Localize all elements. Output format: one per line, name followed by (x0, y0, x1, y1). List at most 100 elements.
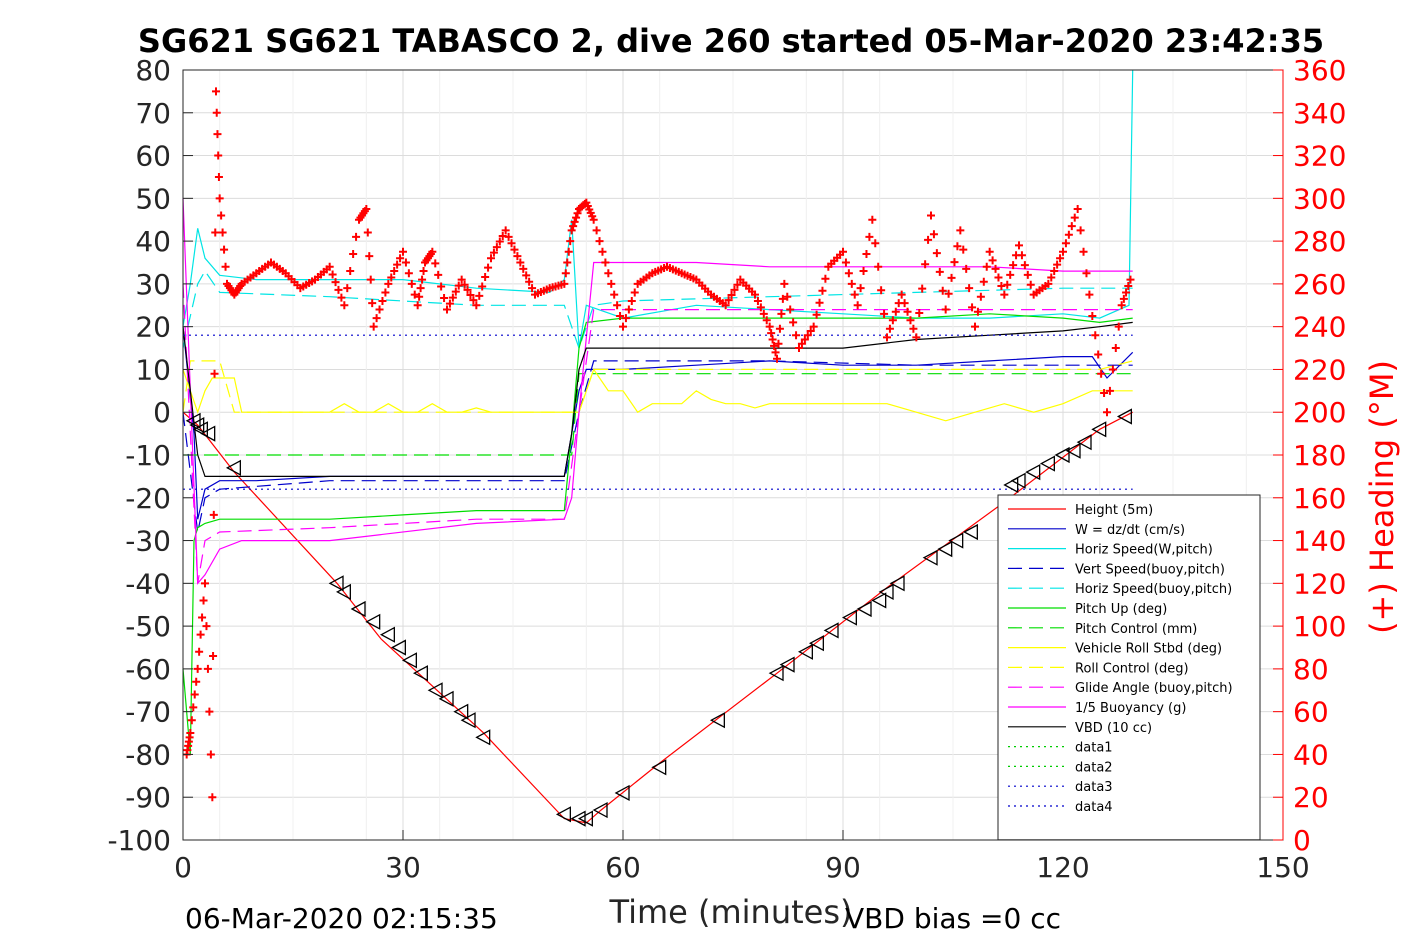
heading-point (973, 307, 982, 316)
heading-point (724, 296, 733, 305)
dive-marker (768, 665, 784, 682)
heading-point (1122, 288, 1131, 297)
heading-point (1094, 350, 1103, 359)
heading-point (874, 262, 883, 271)
dive-marker (808, 635, 824, 652)
heading-point (387, 273, 396, 282)
series-hspeed_buoy (182, 269, 1133, 350)
y-right-tick-label: 180 (1293, 439, 1346, 472)
heading-point (759, 309, 768, 318)
series-glide (182, 283, 1133, 584)
heading-point (862, 249, 871, 258)
heading-point (213, 130, 222, 139)
heading-point (206, 750, 215, 759)
heading-point (573, 209, 582, 218)
x-tick-label: 150 (1256, 851, 1309, 884)
heading-point (212, 87, 220, 96)
y-right-tick-label: 20 (1293, 781, 1329, 814)
dive-marker (460, 712, 476, 729)
heading-point (727, 291, 736, 300)
y-left-tick-label: 0 (153, 396, 171, 429)
heading-point (1103, 408, 1111, 417)
y-right-tick-label: 140 (1293, 525, 1346, 558)
dive-marker (438, 690, 454, 707)
heading-point (906, 316, 915, 325)
heading-point (988, 256, 997, 265)
heading-point (366, 275, 375, 284)
dive-marker (328, 575, 344, 592)
y-right-tick-label: 340 (1293, 97, 1346, 130)
legend-label: 1/5 Buoyancy (g) (1075, 701, 1186, 716)
y-right-tick-label: 280 (1293, 225, 1346, 258)
footer-vbd-bias: VBD bias =0 cc (845, 902, 1061, 935)
heading-point (369, 322, 378, 331)
dive-marker (225, 459, 241, 476)
heading-point (921, 260, 930, 269)
heading-point (466, 291, 475, 300)
chart-title: SG621 SG621 TABASCO 2, dive 260 started … (138, 22, 1324, 60)
heading-point (1047, 273, 1056, 282)
heading-point (563, 258, 572, 267)
heading-point (806, 326, 815, 335)
heading-point (1082, 269, 1091, 278)
heading-point (525, 277, 534, 286)
heading-point (572, 213, 581, 222)
y-right-tick-label: 260 (1293, 268, 1346, 301)
heading-point (589, 215, 598, 224)
heading-point (208, 793, 217, 802)
heading-point (929, 230, 938, 239)
heading-point (994, 273, 1003, 282)
heading-point (786, 305, 795, 314)
heading-point (1044, 279, 1053, 288)
dive-marker (948, 532, 964, 549)
heading-point (733, 280, 742, 289)
y-right-tick-label: 160 (1293, 482, 1346, 515)
dive-marker (709, 712, 725, 729)
legend-label: Pitch Control (mm) (1075, 622, 1197, 637)
heading-point (437, 282, 446, 291)
heading-point (1091, 331, 1100, 340)
heading-point (460, 280, 469, 289)
dive-marker (192, 421, 208, 438)
y-left-tick-label: 80 (135, 54, 171, 87)
heading-point (396, 254, 405, 263)
heading-point (393, 260, 402, 269)
series-vbd (182, 321, 1133, 477)
heading-point (334, 285, 343, 294)
x-axis: 0 30 60 90 120 150 (174, 830, 1310, 884)
heading-point (803, 331, 812, 340)
heading-point (195, 647, 204, 656)
heading-point (959, 245, 968, 254)
y-left-tick-label: 70 (135, 97, 171, 130)
heading-point (381, 288, 390, 297)
heading-point (325, 262, 334, 271)
series-layer (182, 69, 1134, 824)
heading-point (475, 291, 484, 300)
dive-marker (823, 622, 839, 639)
heading-point (340, 301, 349, 310)
dive-marker (200, 425, 216, 442)
dive-marker (937, 541, 953, 558)
heading-point (516, 258, 525, 267)
heading-point (947, 273, 956, 282)
dive-marker (350, 600, 366, 618)
heading-point (613, 301, 622, 310)
dive-marker (1065, 442, 1081, 459)
heading-point (619, 322, 627, 331)
heading-point (1126, 275, 1135, 284)
heading-point (877, 286, 886, 295)
heading-point (564, 247, 573, 256)
heading-point (888, 316, 897, 325)
dive-marker (577, 810, 593, 827)
heading-point (1015, 241, 1023, 250)
heading-point (839, 247, 847, 256)
heading-point (445, 299, 454, 308)
heading-point (821, 274, 830, 283)
y-left-tick-label: -100 (107, 824, 171, 857)
heading-point (346, 267, 355, 276)
heading-point (337, 293, 346, 302)
y-right-tick-label: 100 (1293, 610, 1346, 643)
legend-label: W = dz/dt (cm/s) (1075, 523, 1185, 538)
y-axis-right-label: (+) Heading (°M) (1363, 360, 1401, 634)
heading-point (193, 664, 202, 673)
